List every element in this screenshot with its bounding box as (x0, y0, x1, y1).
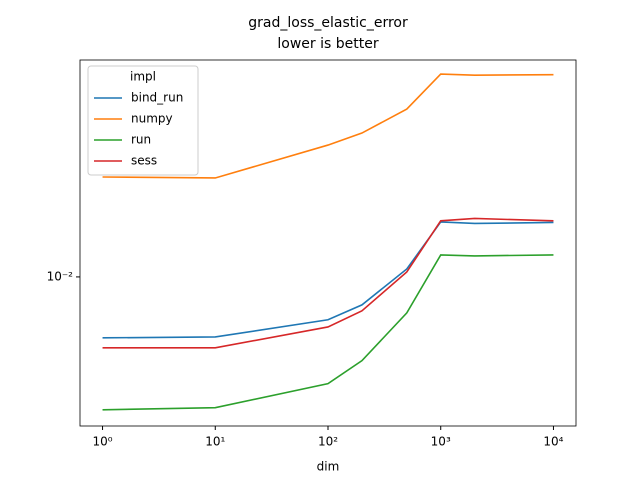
x-tick-label: 10³ (431, 435, 451, 449)
legend-box (87, 65, 199, 176)
chart-subtitle: lower is better (277, 36, 378, 52)
legend-title: impl (130, 70, 156, 84)
plot-frame (79, 59, 577, 427)
chart-title: grad_loss_elastic_error (248, 15, 408, 31)
x-axis-label: dim (317, 460, 340, 474)
series-line (102, 254, 554, 411)
x-tick-label: 10⁴ (543, 435, 563, 449)
x-tick-label: 10¹ (205, 435, 225, 449)
legend-label: run (131, 133, 151, 147)
series-line (102, 73, 554, 179)
series-line (102, 217, 554, 349)
series-line (102, 221, 554, 339)
legend-label: numpy (131, 112, 173, 126)
legend-label: bind_run (131, 91, 183, 105)
x-tick-label: 10² (318, 435, 338, 449)
x-tick-label: 10⁰ (92, 435, 112, 449)
legend-label: sess (131, 154, 157, 168)
y-tick-label: 10⁻² (47, 269, 74, 283)
